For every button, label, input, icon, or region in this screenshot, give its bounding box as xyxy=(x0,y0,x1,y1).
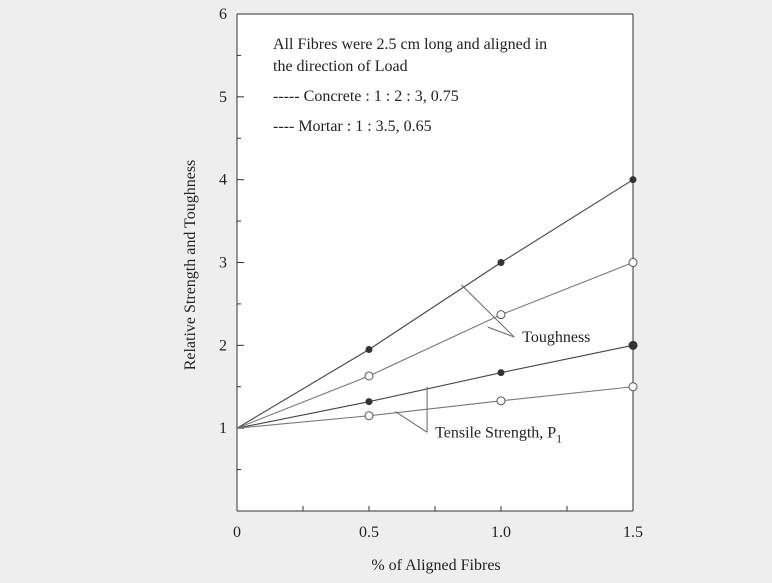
data-point xyxy=(496,396,506,406)
leader-line xyxy=(395,411,428,433)
x-tick-label: 1.5 xyxy=(623,524,643,541)
series-line xyxy=(236,386,634,429)
series-line xyxy=(236,344,634,429)
plot-area xyxy=(237,14,633,511)
series-3 xyxy=(236,340,638,429)
annotation-label: Toughness xyxy=(522,329,590,346)
y-tick-label: 1 xyxy=(219,420,227,437)
x-axis-label: % of Aligned Fibres xyxy=(371,557,500,574)
axes: 1 2 3 4 5 6 0 0.5 1.0 1.5 xyxy=(219,6,643,541)
note-line-1: All Fibres were 2.5 cm long and aligned … xyxy=(273,36,547,53)
note-line-2: the direction of Load xyxy=(273,58,408,75)
x-tick-label: 1.0 xyxy=(491,524,511,541)
y-tick-label: 3 xyxy=(219,255,227,272)
data-point xyxy=(365,398,373,406)
series-layer xyxy=(236,176,638,429)
data-point xyxy=(628,340,638,350)
annotation-subscript: 1 xyxy=(556,431,562,445)
data-point xyxy=(628,382,638,392)
data-point xyxy=(629,176,637,184)
data-point xyxy=(364,411,374,421)
note-line-3: ----- Concrete : 1 : 2 : 3, 0.75 xyxy=(273,88,459,105)
y-axis-label: Relative Strength and Toughness xyxy=(182,160,199,371)
data-point xyxy=(365,345,373,353)
data-point xyxy=(496,310,506,320)
series-1 xyxy=(236,176,637,429)
data-point xyxy=(497,259,505,266)
y-tick-label: 5 xyxy=(219,89,227,106)
x-tick-label: 0 xyxy=(233,524,241,541)
note-line-4: ---- Mortar : 1 : 3.5, 0.65 xyxy=(273,118,432,135)
annotation-label: Tensile Strength, P1 xyxy=(435,424,562,445)
notes-block: All Fibres were 2.5 cm long and aligned … xyxy=(273,36,547,135)
series-line xyxy=(236,179,634,429)
annotation-layer: Toughness Tensile Strength, P1 xyxy=(395,284,590,445)
series-line xyxy=(236,261,634,429)
data-point xyxy=(364,371,374,381)
x-tick-label: 0.5 xyxy=(359,524,379,541)
annotation-1: Toughness xyxy=(461,284,590,346)
y-tick-label: 6 xyxy=(219,6,227,23)
series-2 xyxy=(236,258,638,429)
data-point xyxy=(628,258,638,267)
series-4 xyxy=(236,382,638,429)
annotation-2: Tensile Strength, P1 xyxy=(395,386,562,445)
y-tick-label: 2 xyxy=(219,337,227,354)
data-point xyxy=(497,369,505,377)
leader-line xyxy=(461,284,515,338)
y-tick-label: 4 xyxy=(219,172,227,189)
leader-line xyxy=(487,326,515,338)
